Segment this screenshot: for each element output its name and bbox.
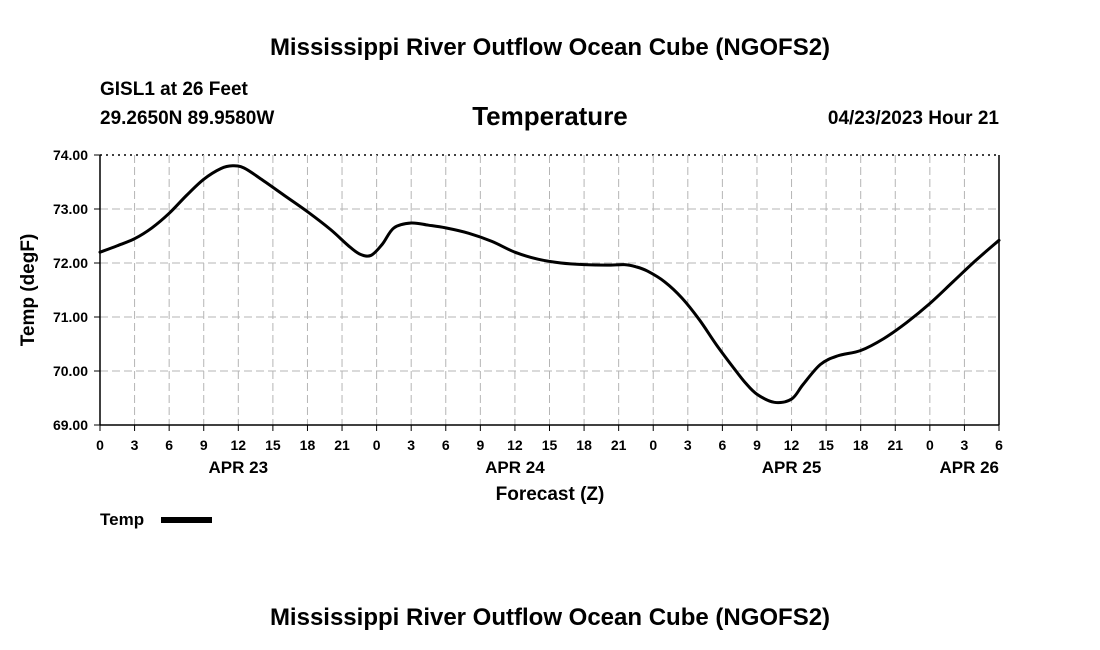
chart-title: Temperature bbox=[472, 101, 628, 131]
page-title: Mississippi River Outflow Ocean Cube (NG… bbox=[270, 34, 830, 61]
x-tick-label: 6 bbox=[718, 437, 726, 453]
y-tick-label: 69.00 bbox=[53, 417, 88, 433]
x-tick-label: 3 bbox=[684, 437, 692, 453]
legend-label: Temp bbox=[100, 510, 144, 529]
x-tick-label: 0 bbox=[373, 437, 381, 453]
x-tick-label: 21 bbox=[334, 437, 350, 453]
x-date-label: APR 25 bbox=[762, 458, 822, 477]
x-axis-ticks: 0 3 6 9 12 15 18 21 0 3 6 9 12 15 18 21 0 3 6 9 12 15 18 21 0 3 6 bbox=[96, 425, 1003, 453]
x-tick-label: 21 bbox=[887, 437, 903, 453]
x-tick-label: 3 bbox=[961, 437, 969, 453]
x-tick-label: 18 bbox=[300, 437, 316, 453]
x-date-label: APR 23 bbox=[209, 458, 269, 477]
coordinates-label: 29.2650N 89.9580W bbox=[100, 108, 274, 129]
x-tick-label: 6 bbox=[995, 437, 1003, 453]
x-axis-dates: APR 23 APR 24 APR 25 APR 26 bbox=[209, 458, 999, 477]
x-tick-label: 3 bbox=[407, 437, 415, 453]
station-label: GISL1 at 26 Feet bbox=[100, 79, 249, 100]
x-tick-label: 0 bbox=[926, 437, 934, 453]
temp-series-line bbox=[98, 164, 1001, 405]
x-axis-label: Forecast (Z) bbox=[496, 484, 605, 505]
x-tick-label: 9 bbox=[753, 437, 761, 453]
x-tick-label: 12 bbox=[231, 437, 247, 453]
y-tick-label: 73.00 bbox=[53, 201, 88, 217]
y-tick-label: 71.00 bbox=[53, 309, 88, 325]
x-date-label: APR 24 bbox=[485, 458, 545, 477]
x-tick-label: 9 bbox=[476, 437, 484, 453]
y-axis-label: Temp (degF) bbox=[18, 234, 39, 347]
x-tick-label: 0 bbox=[649, 437, 657, 453]
y-tick-label: 72.00 bbox=[53, 255, 88, 271]
x-tick-label: 21 bbox=[611, 437, 627, 453]
x-tick-label: 6 bbox=[165, 437, 173, 453]
x-tick-label: 6 bbox=[442, 437, 450, 453]
x-tick-label: 18 bbox=[576, 437, 592, 453]
x-tick-label: 12 bbox=[784, 437, 800, 453]
y-axis-ticks: 69.00 70.00 71.00 72.00 73.00 74.00 bbox=[53, 147, 100, 433]
x-tick-label: 9 bbox=[200, 437, 208, 453]
x-tick-label: 15 bbox=[818, 437, 834, 453]
timestamp-label: 04/23/2023 Hour 21 bbox=[828, 108, 1000, 129]
legend: Temp bbox=[100, 510, 212, 529]
x-tick-label: 15 bbox=[542, 437, 558, 453]
y-tick-label: 70.00 bbox=[53, 363, 88, 379]
y-tick-label: 74.00 bbox=[53, 147, 88, 163]
series-lines bbox=[98, 164, 1001, 405]
footer-title: Mississippi River Outflow Ocean Cube (NG… bbox=[270, 604, 830, 631]
x-date-label: APR 26 bbox=[939, 458, 999, 477]
grid-lines bbox=[100, 154, 999, 426]
x-tick-label: 3 bbox=[131, 437, 139, 453]
x-tick-label: 12 bbox=[507, 437, 523, 453]
x-tick-label: 18 bbox=[853, 437, 869, 453]
x-tick-label: 15 bbox=[265, 437, 281, 453]
x-tick-label: 0 bbox=[96, 437, 104, 453]
